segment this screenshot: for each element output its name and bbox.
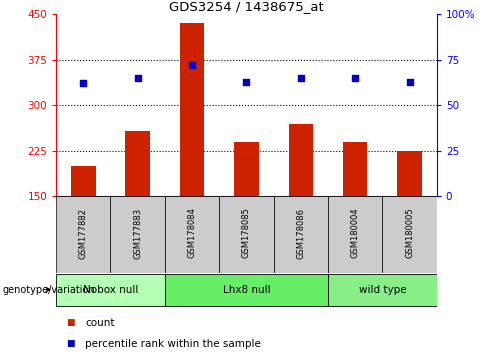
Text: count: count bbox=[85, 318, 115, 328]
Text: percentile rank within the sample: percentile rank within the sample bbox=[85, 339, 261, 349]
Title: GDS3254 / 1438675_at: GDS3254 / 1438675_at bbox=[169, 0, 324, 13]
Bar bbox=[328, 196, 383, 273]
Text: wild type: wild type bbox=[359, 285, 406, 295]
Text: GSM178086: GSM178086 bbox=[296, 207, 305, 258]
Text: ■: ■ bbox=[66, 339, 74, 348]
Point bbox=[351, 75, 359, 81]
Text: GSM178085: GSM178085 bbox=[242, 207, 251, 258]
Bar bbox=[56, 274, 165, 306]
Text: GSM180004: GSM180004 bbox=[351, 208, 360, 258]
Text: GSM178084: GSM178084 bbox=[187, 207, 197, 258]
Text: GSM177882: GSM177882 bbox=[79, 207, 88, 258]
Bar bbox=[234, 142, 259, 196]
Bar bbox=[383, 196, 437, 273]
Bar bbox=[180, 23, 204, 196]
Bar bbox=[71, 166, 96, 196]
Bar bbox=[165, 196, 219, 273]
Text: GSM177883: GSM177883 bbox=[133, 207, 142, 258]
Bar bbox=[219, 196, 274, 273]
Point bbox=[406, 79, 413, 85]
Point bbox=[297, 75, 305, 81]
Bar bbox=[125, 131, 150, 196]
Point bbox=[134, 75, 142, 81]
Bar bbox=[328, 274, 437, 306]
Point bbox=[80, 81, 87, 86]
Text: GSM180005: GSM180005 bbox=[405, 208, 414, 258]
Bar bbox=[110, 196, 165, 273]
Bar bbox=[274, 196, 328, 273]
Text: genotype/variation: genotype/variation bbox=[2, 285, 95, 295]
Point bbox=[188, 62, 196, 68]
Point bbox=[243, 79, 250, 85]
Bar bbox=[165, 274, 328, 306]
Bar bbox=[397, 151, 422, 196]
Text: ■: ■ bbox=[66, 318, 74, 327]
Bar bbox=[343, 142, 367, 196]
Bar bbox=[56, 196, 110, 273]
Text: Lhx8 null: Lhx8 null bbox=[223, 285, 270, 295]
Text: Nobox null: Nobox null bbox=[83, 285, 138, 295]
Bar bbox=[288, 124, 313, 196]
